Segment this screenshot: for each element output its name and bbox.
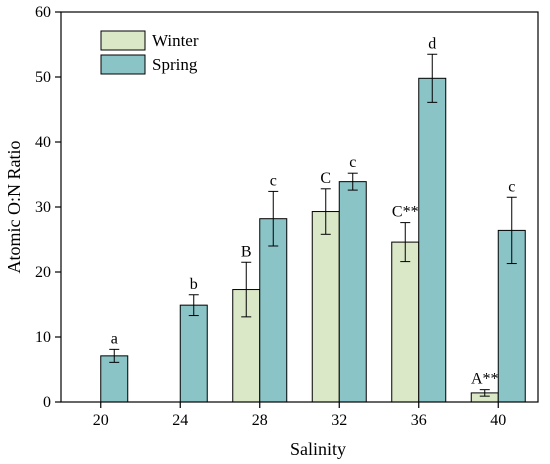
- plot-frame: [60, 11, 539, 403]
- legend-swatch-winter: [100, 30, 146, 51]
- y-tick-label: 30: [35, 199, 51, 216]
- y-axis: 0 10 20 30 40 50 60: [35, 4, 61, 411]
- bar-spring-36: [418, 77, 447, 403]
- bar-spring-32: [338, 181, 367, 403]
- bar-winter-32: [311, 211, 340, 403]
- x-axis-label: Salinity: [290, 439, 346, 459]
- legend-swatch-spring: [100, 54, 146, 75]
- bars-group: B C C** A** a b c c d c: [100, 35, 526, 403]
- significance-label: c: [270, 172, 277, 189]
- y-tick-label: 10: [35, 329, 51, 346]
- significance-label: c: [508, 178, 515, 195]
- significance-label: A**: [471, 371, 499, 388]
- bar-winter-36: [391, 241, 420, 403]
- x-tick-label: 20: [93, 412, 109, 429]
- y-tick-label: 0: [43, 394, 51, 411]
- x-tick-label: 24: [172, 412, 188, 429]
- legend-label-spring: Spring: [152, 55, 198, 74]
- significance-label: a: [111, 330, 118, 347]
- y-tick-label: 60: [35, 4, 51, 21]
- significance-label: C**: [392, 204, 419, 221]
- y-tick-label: 20: [35, 264, 51, 281]
- bar-spring-24: [179, 304, 208, 403]
- legend: Winter Spring: [100, 30, 199, 75]
- significance-label: c: [349, 154, 356, 171]
- legend-label-winter: Winter: [152, 31, 199, 50]
- x-tick-label: 36: [411, 412, 427, 429]
- significance-label: b: [190, 276, 198, 293]
- y-tick-label: 40: [35, 134, 51, 151]
- bar-spring-28: [259, 218, 288, 403]
- x-axis: 20 24 28 32 36 40: [93, 402, 506, 429]
- significance-label: d: [428, 35, 436, 52]
- x-tick-label: 28: [252, 412, 268, 429]
- y-tick-label: 50: [35, 69, 51, 86]
- y-axis-label: Atomic O:N Ratio: [4, 141, 24, 274]
- significance-label: B: [241, 243, 252, 260]
- significance-label: C: [320, 170, 331, 187]
- x-tick-label: 32: [331, 412, 347, 429]
- x-tick-label: 40: [490, 412, 506, 429]
